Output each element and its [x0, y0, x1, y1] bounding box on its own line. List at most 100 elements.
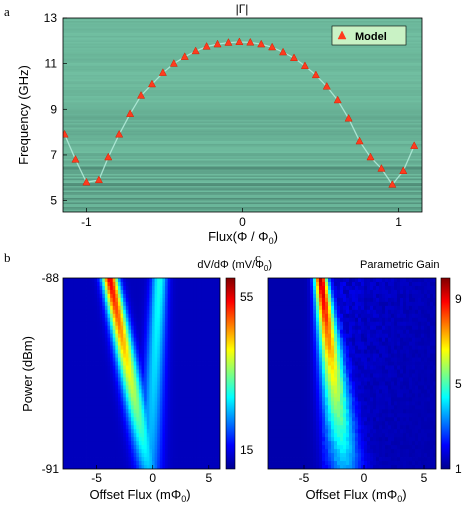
heatmap-cell	[136, 297, 140, 303]
heatmap-cell	[175, 329, 179, 335]
heatmap-cell	[146, 421, 150, 426]
heatmap-cell	[188, 389, 192, 394]
heatmap-cell	[151, 285, 155, 291]
heatmap-cell	[144, 361, 148, 366]
heatmap-cell	[412, 373, 416, 378]
heatmap-cell	[361, 278, 365, 283]
heatmap-cell	[178, 365, 182, 370]
heatmap-cell	[175, 465, 179, 469]
heatmap-cell	[78, 401, 82, 406]
heatmap-cell	[337, 389, 341, 394]
heatmap-cell	[340, 397, 344, 402]
heatmap-cell	[185, 401, 189, 406]
heatmap-cell	[68, 365, 72, 370]
heatmap-cell	[117, 321, 121, 327]
heatmap-cell	[206, 289, 210, 295]
heatmap-cell	[117, 337, 121, 343]
heatmap-cell	[385, 313, 389, 319]
heatmap-cell	[373, 305, 377, 311]
heatmap-cell	[191, 353, 195, 358]
heatmap-cell	[206, 285, 210, 291]
heatmap-cell	[78, 337, 82, 343]
heatmap-cell	[86, 413, 90, 418]
heatmap-cell	[70, 369, 74, 374]
heatmap-cell	[271, 381, 275, 386]
heatmap-cell	[110, 405, 114, 410]
heatmap-cell	[167, 321, 171, 327]
heatmap-cell	[180, 401, 184, 406]
heatmap-cell	[94, 341, 98, 347]
heatmap-cell	[97, 313, 101, 319]
heatmap-cell	[120, 405, 124, 410]
heatmap-cell	[154, 349, 158, 355]
heatmap-cell	[271, 293, 275, 299]
heatmap-cell	[165, 313, 169, 319]
y-tick-label: -88	[42, 271, 60, 285]
heatmap-cell	[415, 329, 419, 335]
heatmap-cell	[65, 425, 69, 430]
heatmap-cell	[112, 325, 116, 331]
heatmap-cell	[94, 369, 98, 374]
heatmap-cell	[68, 281, 72, 287]
heatmap-cell	[277, 293, 281, 299]
model-point	[410, 141, 419, 149]
heatmap-cell	[136, 445, 140, 450]
heatmap-cell	[78, 405, 82, 410]
heatmap-cell	[346, 353, 350, 358]
heatmap-cell	[162, 329, 166, 335]
heatmap-cell	[364, 309, 368, 315]
heatmap-cell	[340, 357, 344, 362]
heatmap-cell	[373, 341, 377, 347]
heatmap-cell	[157, 361, 161, 366]
heatmap-cell	[175, 453, 179, 458]
heatmap-cell	[97, 385, 101, 390]
heatmap-cell	[292, 341, 296, 347]
heatmap-cell	[73, 313, 77, 319]
heatmap-cell	[313, 385, 317, 390]
heatmap-band	[63, 126, 422, 128]
heatmap-cell	[346, 329, 350, 335]
heatmap-cell	[322, 369, 326, 374]
heatmap-cell	[149, 373, 153, 378]
heatmap-cell	[201, 409, 205, 414]
heatmap-cell	[367, 285, 371, 291]
heatmap-cell	[400, 289, 404, 295]
heatmap-cell	[307, 278, 311, 283]
heatmap-cell	[159, 313, 163, 319]
heatmap-cell	[406, 317, 410, 323]
heatmap-cell	[170, 297, 174, 303]
heatmap-cell	[131, 317, 135, 323]
heatmap-cell	[212, 385, 216, 390]
heatmap-cell	[91, 369, 95, 374]
heatmap-cell	[68, 297, 72, 303]
heatmap-cell	[123, 297, 127, 303]
heatmap-cell	[188, 445, 192, 450]
heatmap-cell	[295, 301, 299, 307]
heatmap-cell	[149, 325, 153, 331]
heatmap-cell	[196, 437, 200, 442]
heatmap-cell	[167, 349, 171, 355]
heatmap-cell	[180, 377, 184, 382]
heatmap-cell	[157, 297, 161, 303]
heatmap-cell	[175, 349, 179, 355]
heatmap-cell	[154, 389, 158, 394]
heatmap-cell	[424, 341, 428, 347]
heatmap-cell	[97, 381, 101, 386]
heatmap-cell	[409, 357, 413, 362]
heatmap-band	[63, 24, 422, 26]
heatmap-cell	[104, 433, 108, 438]
heatmap-cell	[188, 278, 192, 283]
heatmap-cell	[310, 325, 314, 331]
heatmap-cell	[68, 405, 72, 410]
heatmap-cell	[185, 433, 189, 438]
heatmap-cell	[170, 381, 174, 386]
heatmap-cell	[94, 401, 98, 406]
heatmap-cell	[201, 385, 205, 390]
heatmap-cell	[283, 397, 287, 402]
heatmap-cell	[406, 281, 410, 287]
heatmap-cell	[406, 313, 410, 319]
heatmap-cell	[63, 333, 67, 339]
heatmap-cell	[400, 333, 404, 339]
heatmap-cell	[178, 409, 182, 414]
heatmap-cell	[133, 317, 137, 323]
